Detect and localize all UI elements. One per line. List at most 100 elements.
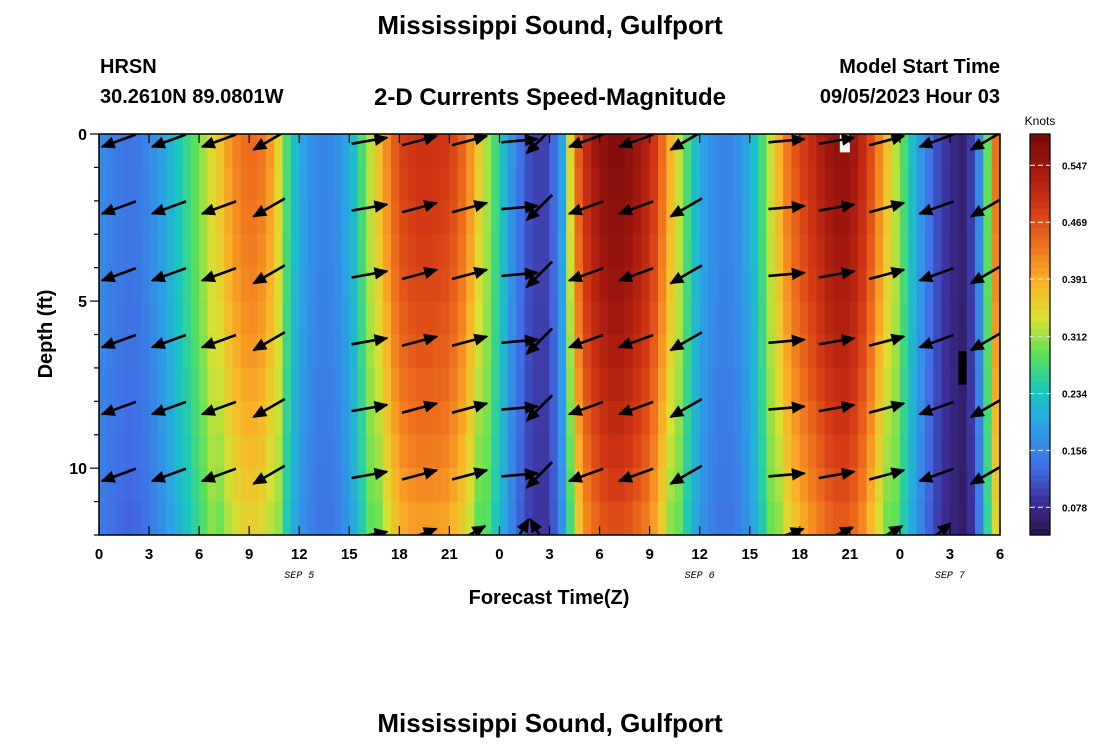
- heatmap-cell: [157, 200, 167, 235]
- heatmap-cell: [716, 301, 726, 336]
- heatmap-cell: [115, 167, 125, 202]
- heatmap-cell: [616, 434, 626, 469]
- heatmap-cell: [591, 434, 601, 469]
- heatmap-cell: [632, 434, 642, 469]
- heatmap-cell: [499, 200, 509, 235]
- heatmap-cell: [849, 401, 859, 436]
- heatmap-cell: [924, 434, 934, 469]
- heatmap-cell: [349, 501, 359, 535]
- heatmap-cell: [324, 334, 334, 369]
- heatmap-cell: [449, 267, 459, 302]
- colorbar-segment: [1030, 401, 1050, 409]
- heatmap-cell: [958, 167, 968, 202]
- heatmap-cell: [666, 501, 676, 535]
- heatmap-cell: [849, 267, 859, 302]
- heatmap-cell: [215, 501, 225, 535]
- colorbar-segment: [1030, 421, 1050, 429]
- heatmap-cell: [516, 167, 526, 202]
- heatmap-cell: [399, 334, 409, 369]
- heatmap-cell: [674, 200, 684, 235]
- heatmap-cell: [491, 200, 501, 235]
- heatmap-cell: [649, 267, 659, 302]
- heatmap-cell: [908, 501, 918, 535]
- heatmap-cell: [582, 434, 592, 469]
- heatmap-cell: [657, 301, 667, 336]
- heatmap-cell: [924, 301, 934, 336]
- heatmap-cell: [140, 200, 150, 235]
- heatmap-cell: [866, 167, 876, 202]
- current-vector-arrow: [100, 134, 137, 149]
- heatmap-cell: [657, 234, 667, 269]
- heatmap-cell: [924, 334, 934, 369]
- heatmap-cell: [466, 334, 476, 369]
- heatmap-cell: [265, 501, 275, 535]
- heatmap-cell: [516, 334, 526, 369]
- heatmap-cell: [332, 167, 342, 202]
- colorbar-segment: [1030, 187, 1050, 195]
- y-tick-label: 0: [78, 127, 87, 144]
- heatmap-cell: [632, 134, 642, 169]
- heatmap-cell: [299, 301, 309, 336]
- heatmap-cell: [899, 267, 909, 302]
- heatmap-cell: [282, 267, 292, 302]
- current-vector-arrow: [401, 266, 439, 281]
- heatmap-cell: [966, 167, 976, 202]
- heatmap-cell: [849, 167, 859, 202]
- current-vector-arrow: [567, 333, 604, 349]
- heatmap-cell: [282, 468, 292, 503]
- heatmap-cell: [541, 301, 551, 336]
- heatmap-cell: [791, 501, 801, 535]
- heatmap-cell: [924, 367, 934, 402]
- current-vector-arrow: [918, 333, 954, 349]
- heatmap-cell: [257, 200, 267, 235]
- heatmap-cell: [190, 134, 200, 169]
- heatmap-cell: [616, 501, 626, 535]
- heatmap-cell: [749, 334, 759, 369]
- heatmap-cell: [841, 200, 851, 235]
- heatmap-cell: [741, 468, 751, 503]
- heatmap-cell: [349, 401, 359, 436]
- heatmap-cell: [207, 134, 217, 169]
- heatmap-cell: [265, 200, 275, 235]
- current-vector-arrow: [351, 334, 389, 347]
- heatmap-cell: [190, 434, 200, 469]
- heatmap-cell: [899, 401, 909, 436]
- heatmap-cell: [115, 200, 125, 235]
- heatmap-cell: [199, 134, 209, 169]
- heatmap-cell: [174, 200, 184, 235]
- heatmap-cell: [649, 501, 659, 535]
- heatmap-cell: [349, 434, 359, 469]
- colorbar-segment: [1030, 147, 1050, 155]
- heatmap-cell: [349, 267, 359, 302]
- current-vector-arrow: [525, 394, 554, 422]
- heatmap-cell: [591, 301, 601, 336]
- heatmap-cell: [791, 200, 801, 235]
- heatmap-cell: [499, 134, 509, 169]
- heatmap-cell: [432, 301, 442, 336]
- heatmap-cell: [274, 134, 284, 169]
- current-vector-arrow: [818, 134, 856, 146]
- heatmap-cell: [282, 167, 292, 202]
- heatmap-cell: [824, 434, 834, 469]
- colorbar-segment: [1030, 341, 1050, 349]
- heatmap-cell: [215, 134, 225, 169]
- heatmap-cell: [841, 234, 851, 269]
- heatmap-cell: [774, 200, 784, 235]
- heatmap-cell: [224, 334, 234, 369]
- heatmap-cell: [299, 367, 309, 402]
- heatmap-cell: [374, 267, 384, 302]
- heatmap-cell: [924, 267, 934, 302]
- heatmap-cell: [232, 334, 242, 369]
- heatmap-cell: [382, 301, 392, 336]
- heatmap-cell: [507, 468, 517, 503]
- current-vector-arrow: [768, 401, 806, 414]
- heatmap-cell: [833, 200, 843, 235]
- heatmap-cell: [674, 434, 684, 469]
- heatmap-cell: [966, 234, 976, 269]
- heatmap-cell: [157, 167, 167, 202]
- heatmap-cell: [474, 367, 484, 402]
- heatmap-cell: [157, 334, 167, 369]
- heatmap-cell: [874, 301, 884, 336]
- heatmap-cell: [691, 367, 701, 402]
- heatmap-cell: [808, 301, 818, 336]
